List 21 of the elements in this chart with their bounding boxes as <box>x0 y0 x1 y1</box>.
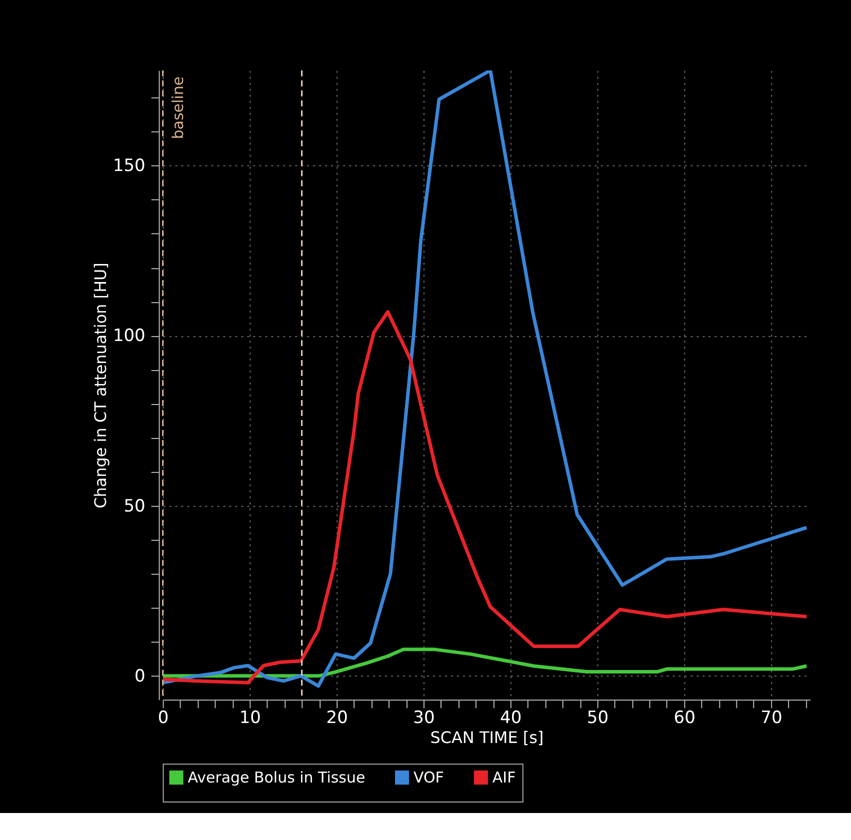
legend-label: VOF <box>414 768 444 787</box>
line-series <box>162 310 808 684</box>
y-tick-label: 100 <box>112 326 146 346</box>
y-tick-label: 150 <box>112 156 146 176</box>
x-tick-label: 70 <box>760 708 782 728</box>
legend-label: Average Bolus in Tissue <box>188 768 366 787</box>
x-tick-label: 20 <box>326 708 348 728</box>
line-series <box>162 648 808 678</box>
y-axis-title: Change in CT attenuation [HU] <box>90 262 110 508</box>
x-tick-label: 40 <box>500 708 522 728</box>
legend-label: AIF <box>492 768 516 787</box>
y-tick-label: 0 <box>134 666 146 686</box>
x-tick-label: 0 <box>158 708 169 728</box>
x-tick-label: 60 <box>674 708 696 728</box>
ref-line-label: baseline <box>168 76 187 140</box>
y-tick-label: 50 <box>124 496 146 516</box>
x-axis-title: SCAN TIME [s] <box>430 728 544 748</box>
x-tick-label: 50 <box>586 708 608 728</box>
line-series <box>162 70 808 688</box>
x-tick-label: 10 <box>239 708 261 728</box>
x-tick-label: 30 <box>413 708 435 728</box>
